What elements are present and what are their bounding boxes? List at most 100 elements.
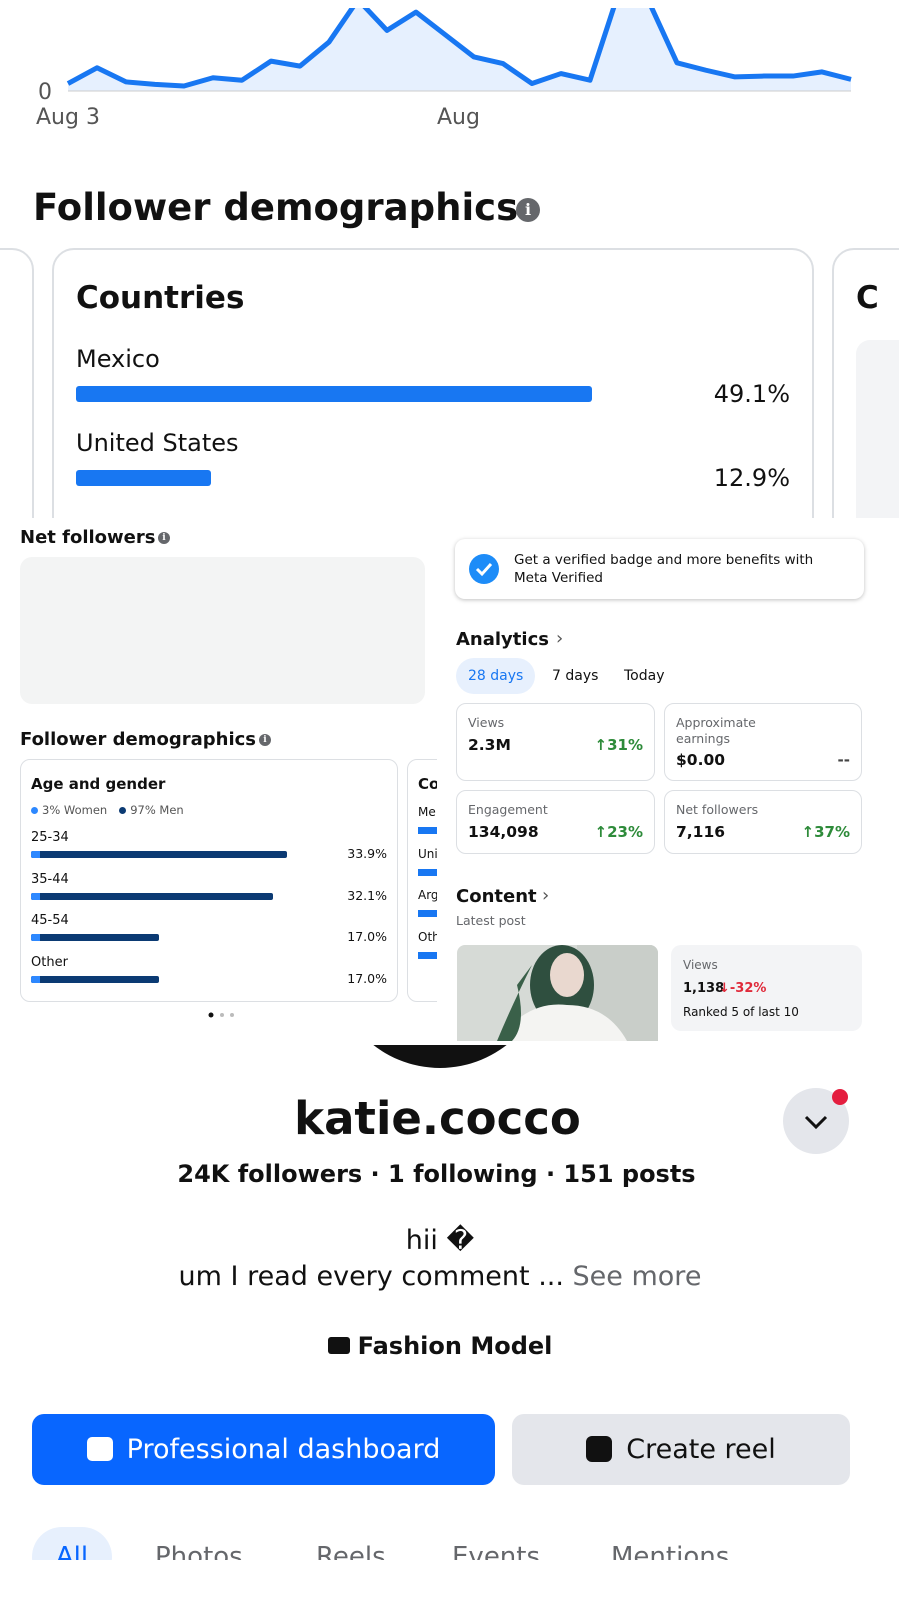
views-value: 1,138: [683, 981, 725, 996]
row-label: Mexico: [76, 345, 160, 373]
row-label: Uni: [418, 846, 437, 861]
profile-name: katie.cocco: [294, 1092, 581, 1145]
bar: [31, 934, 160, 941]
chevron: ›: [556, 628, 564, 649]
info-icon: i: [516, 198, 540, 222]
card-title: Countries: [76, 280, 245, 316]
age-gender-card: Age and gender 3% Women 97% Men 25-34 33.9%…: [20, 759, 398, 1002]
stat-card[interactable]: Approximate earnings $0.00 --: [664, 703, 862, 781]
stat-value: 7,116: [676, 823, 726, 841]
card-clip: Co Me Uni Arg Oth: [407, 759, 437, 1002]
stat-card[interactable]: Views 2.3M ↑31%: [456, 703, 655, 781]
stat-change: ↑23%: [594, 823, 643, 841]
card-title: C: [856, 280, 879, 316]
stat-value: 2.3M: [468, 736, 511, 754]
stat-change: --: [837, 751, 850, 769]
dashboard-button[interactable]: Professional dashboard: [32, 1414, 495, 1485]
stat-change: ↑37%: [801, 823, 850, 841]
profile-tab[interactable]: Events: [452, 1542, 541, 1560]
bar: [31, 851, 287, 858]
row-value: 33.9%: [347, 846, 387, 861]
row-label: 45-54: [31, 913, 69, 928]
post-stats: Views 1,138 ↓-32% Ranked 5 of last 10: [671, 945, 862, 1031]
profile-tab[interactable]: Photos: [155, 1542, 243, 1560]
tab[interactable]: Today: [624, 668, 665, 684]
line: [66, 8, 852, 89]
bar: [418, 827, 437, 834]
content-title[interactable]: Content: [456, 886, 537, 907]
banner-text: Get a verified badge and more benefits w…: [514, 552, 814, 586]
bio-line: um I read every comment ... See more: [0, 1261, 880, 1292]
icon: [86, 1437, 113, 1461]
stat-label: Views: [468, 715, 505, 730]
card: C: [832, 248, 899, 518]
y-tick-label: 0: [38, 80, 52, 105]
row-label: Arg: [418, 888, 437, 902]
demographics-section: Follower demographics i Countries Mexico…: [0, 140, 899, 518]
content-subtitle: Latest post: [456, 913, 526, 928]
avatar: [373, 1045, 507, 1068]
button-label: Professional dashboard: [126, 1434, 441, 1465]
placeholder: [856, 340, 899, 518]
row-label: Other: [31, 954, 68, 970]
post-thumbnail[interactable]: [457, 945, 658, 1041]
profile-tab[interactable]: Mentions: [611, 1542, 730, 1560]
bar-segment: [31, 851, 40, 858]
stat-value: $0.00: [676, 751, 726, 769]
countries-card: Countries Mexico 49.1% United States 12.9%: [52, 248, 814, 518]
stat-label: Approximate earnings: [676, 715, 756, 746]
row-label: 25-34: [31, 830, 69, 845]
section-title: Follower demographics: [33, 186, 519, 229]
bio-text: um I read every comment ...: [178, 1261, 564, 1292]
row-value: 17.0%: [347, 929, 387, 944]
avatar-clip: [0, 1045, 899, 1085]
stat-card[interactable]: Net followers 7,116 ↑37%: [664, 790, 862, 854]
legend-label: 3% Women: [42, 803, 108, 817]
chart-placeholder: [20, 557, 425, 704]
legend: 3% Women 97% Men: [31, 803, 184, 817]
legend-label: 97% Men: [130, 803, 184, 817]
reel-button[interactable]: Create reel: [512, 1414, 850, 1485]
tab[interactable]: 7 days: [552, 668, 599, 684]
legend-dot: [31, 807, 38, 814]
chevron: ›: [542, 885, 550, 906]
profile-tab[interactable]: Reels: [316, 1542, 386, 1560]
countries-card: Co Me Uni Arg Oth: [407, 759, 437, 1002]
badge-icon: [469, 554, 499, 584]
profile-tabs: All Photos Reels Events Mentions: [0, 1520, 899, 1560]
x-label: Aug: [437, 105, 480, 130]
category: Fashion Model: [0, 1332, 880, 1360]
x-label: Aug 3: [36, 105, 100, 130]
bar: [31, 975, 160, 983]
row-value: 49.1%: [713, 380, 790, 408]
bar: [76, 386, 592, 402]
views-change: ↓-32%: [719, 981, 767, 996]
rank: Ranked 5 of last 10: [683, 1005, 799, 1019]
stat-label: Net followers: [676, 802, 759, 817]
bar-segment: [31, 934, 40, 941]
row-value: 17.0%: [347, 970, 387, 986]
bar: [76, 470, 212, 486]
bar: [418, 951, 437, 959]
bar: [418, 910, 437, 917]
icon: [586, 1436, 613, 1462]
tab[interactable]: 28 days: [456, 658, 536, 694]
analytics-title[interactable]: Analytics: [456, 629, 549, 650]
dropdown-button[interactable]: [782, 1086, 854, 1156]
bar-segment: [31, 892, 40, 900]
stat-value: 134,098: [468, 823, 539, 841]
card: [0, 248, 34, 518]
views-chart: 0 Aug 3 Aug: [36, 8, 852, 130]
see-more[interactable]: See more: [572, 1261, 702, 1292]
stat-card[interactable]: Engagement 134,098 ↑23%: [456, 790, 655, 854]
verified-banner[interactable]: Get a verified badge and more benefits w…: [455, 539, 864, 599]
category-text: Fashion Model: [357, 1332, 553, 1360]
row-value: 12.9%: [713, 464, 790, 492]
info-icon: i: [158, 532, 170, 544]
row-label: Me: [418, 805, 436, 819]
row-value: 32.1%: [347, 887, 387, 903]
profile-tab[interactable]: All: [32, 1527, 112, 1560]
section-title: Follower demographics: [20, 729, 256, 750]
button-label: Create reel: [626, 1434, 776, 1465]
